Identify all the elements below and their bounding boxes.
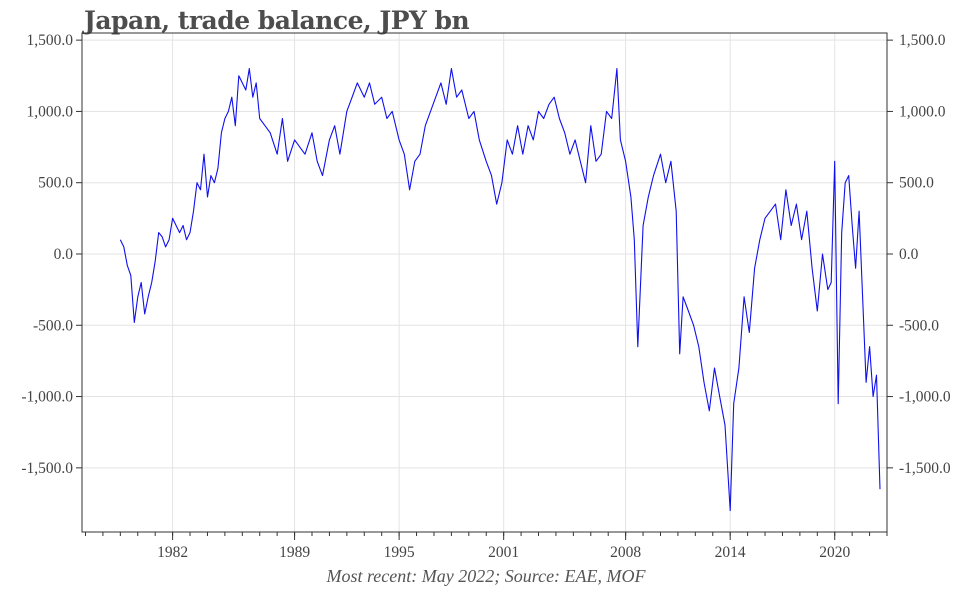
source-note: Most recent: May 2022; Source: EAE, MOF	[326, 566, 646, 586]
grid-lines	[82, 33, 887, 532]
y-axis-left: 1,500.0 1,000.0 500.0 0.0 -500.0 -1,000.0 -1,5…	[21, 32, 82, 477]
y-tick-label-right: 500.0	[899, 175, 934, 192]
y-tick-label-left: 1,000.0	[27, 103, 74, 120]
x-tick-label: 1995	[384, 544, 415, 561]
x-tick-label: 2001	[488, 544, 519, 561]
x-tick-label: 1982	[157, 544, 188, 561]
y-tick-label-right: 0.0	[899, 246, 919, 263]
y-tick-label-left: 0.0	[54, 246, 74, 263]
y-tick-label-right: -1,500.0	[899, 460, 951, 477]
plot-frame	[81, 32, 888, 533]
series-line	[119, 68, 881, 512]
y-tick-label-left: 500.0	[38, 175, 73, 192]
x-tick-label: 2014	[715, 544, 746, 561]
y-tick-label-left: -1,500.0	[21, 460, 73, 477]
chart-title: Japan, trade balance, JPY bn	[84, 6, 470, 35]
y-tick-label-left: -500.0	[33, 317, 73, 334]
y-tick-label-right: 1,000.0	[899, 103, 946, 120]
y-tick-label-right: 1,500.0	[899, 32, 946, 49]
x-tick-label: 2020	[819, 544, 850, 561]
x-axis: 1982 1989 1995 2001 2008 2014 2020	[84, 532, 888, 561]
y-tick-label-right: -500.0	[899, 317, 939, 334]
x-tick-label: 2008	[610, 544, 641, 561]
x-tick-label: 1989	[279, 544, 310, 561]
y-tick-label-left: -1,000.0	[21, 389, 73, 406]
y-axis-right: 1,500.0 1,000.0 500.0 0.0 -500.0 -1,000.0 -1,5…	[887, 32, 951, 477]
y-tick-label-left: 1,500.0	[27, 32, 74, 49]
y-tick-label-right: -1,000.0	[899, 389, 951, 406]
